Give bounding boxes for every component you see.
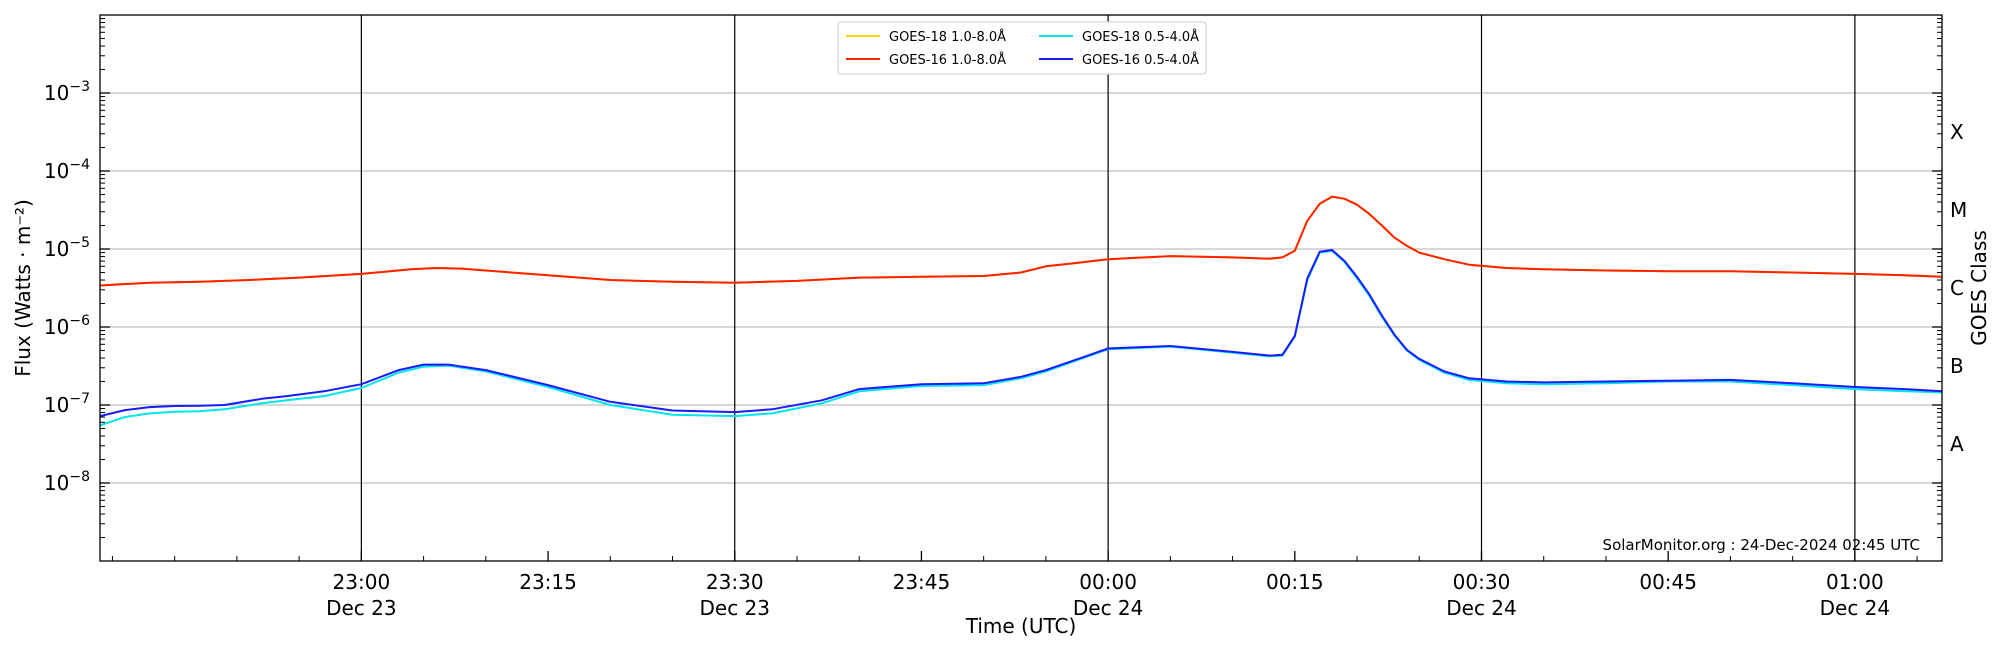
x-tick-label-time: 01:00 [1826, 570, 1884, 594]
x-tick-label-time: 00:00 [1079, 570, 1137, 594]
plot-frame [99, 14, 1943, 562]
x-tick-label-time: 00:45 [1639, 570, 1697, 594]
goes-class-label: B [1950, 354, 1964, 378]
x-tick-label-date: Dec 23 [326, 596, 397, 620]
x-tick-label-time: 23:30 [706, 570, 764, 594]
goes-class-label: X [1950, 120, 1964, 144]
y-tick-label: 10−6 [44, 313, 90, 339]
x-tick-label-time: 00:30 [1453, 570, 1511, 594]
y-tick-label: 10−4 [44, 157, 90, 183]
x-tick-label-time: 23:00 [333, 570, 391, 594]
series-line-1 [99, 195, 1943, 287]
horizontal-grid [100, 92, 1942, 484]
x-tick-label-time: 00:15 [1266, 570, 1324, 594]
x-tick-label-time: 23:45 [893, 570, 951, 594]
x-tick-label-date: Dec 24 [1446, 596, 1517, 620]
goes-class-label: A [1950, 432, 1964, 456]
plot-background [100, 15, 1942, 561]
x-tick-label-date: Dec 24 [1073, 596, 1144, 620]
x-axis-title: Time (UTC) [965, 614, 1077, 638]
legend: GOES-18 1.0-8.0Å GOES-16 1.0-8.0Å GOES-18 … [837, 21, 1207, 75]
y-tick-label: 10−5 [44, 235, 90, 261]
legend-label: GOES-18 1.0-8.0Å [889, 29, 1006, 45]
legend-label: GOES-16 1.0-8.0Å [889, 52, 1006, 68]
legend-label: GOES-18 0.5-4.0Å [1082, 29, 1199, 45]
y2-axis-title: GOES Class [1967, 230, 1991, 346]
y-tick-label: 10−3 [44, 79, 90, 105]
y-axis-ticks: 10−8 10−7 10−6 10−5 10−4 10−3 [44, 18, 1942, 539]
x-tick-label-time: 23:15 [519, 570, 577, 594]
x-tick-label-date: Dec 23 [699, 596, 770, 620]
x-tick-label-date: Dec 24 [1820, 596, 1891, 620]
legend-label: GOES-16 0.5-4.0Å [1082, 52, 1199, 68]
y-axis-title: Flux (Watts · m⁻²) [11, 199, 35, 377]
vertical-grid [360, 15, 1856, 561]
goes-class-label: M [1950, 198, 1967, 222]
legend-box [837, 21, 1207, 75]
y-tick-label: 10−7 [44, 391, 90, 417]
credit-annotation: SolarMonitor.org : 24-Dec-2024 02:45 UTC [1603, 536, 1920, 554]
series-line-3 [99, 249, 1943, 418]
y-tick-label: 10−8 [44, 469, 90, 495]
series-layer [99, 195, 1943, 427]
goes-class-labels: A B C M X [1950, 120, 1967, 456]
goes-class-label: C [1950, 276, 1964, 300]
